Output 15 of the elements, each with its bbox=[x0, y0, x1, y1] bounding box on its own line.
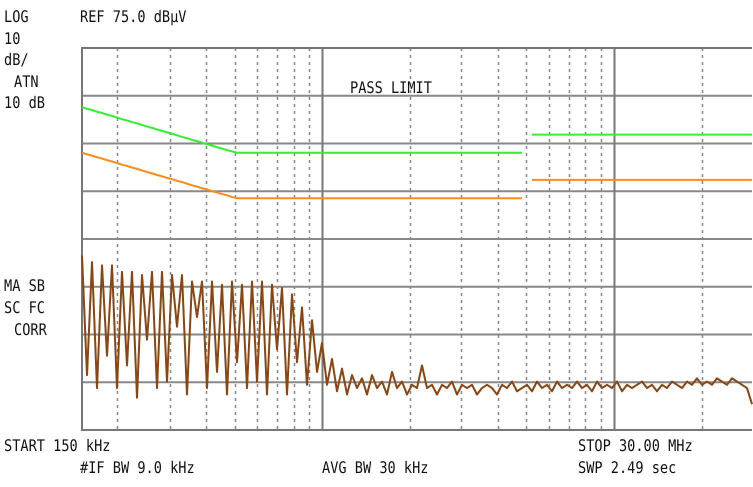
text: STOP 30.00 MHz bbox=[578, 436, 693, 455]
text: SWP 2.49 sec bbox=[578, 458, 676, 477]
text: REF 75.0 dBµV bbox=[80, 7, 186, 26]
text: 10 dB bbox=[4, 93, 45, 112]
text: SC FC bbox=[4, 298, 45, 317]
text: dB/ bbox=[4, 50, 29, 69]
text: AVG BW 30 kHz bbox=[322, 458, 428, 477]
text: #IF BW 9.0 kHz bbox=[80, 458, 195, 477]
text: ATN bbox=[14, 72, 39, 91]
text: LOG bbox=[4, 7, 29, 26]
text: MA SB bbox=[4, 276, 45, 295]
text: CORR bbox=[14, 320, 47, 339]
text: 10 bbox=[4, 29, 20, 48]
text: PASS LIMIT bbox=[350, 78, 432, 97]
text: START 150 kHz bbox=[4, 436, 110, 455]
